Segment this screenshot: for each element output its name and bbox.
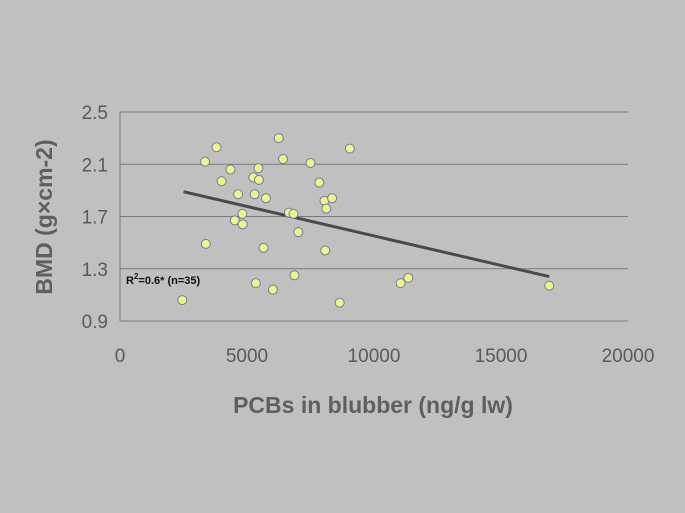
data-point <box>229 215 240 226</box>
data-point <box>233 189 244 200</box>
data-point <box>177 295 188 306</box>
data-point <box>250 278 261 289</box>
x-tick-label: 10000 <box>348 346 401 367</box>
data-point <box>395 278 406 289</box>
y-tick-label: 1.3 <box>82 260 108 281</box>
data-point <box>344 143 355 154</box>
axes <box>119 112 628 322</box>
data-points <box>177 133 555 308</box>
data-point <box>237 219 248 230</box>
data-point <box>327 193 338 204</box>
y-axis-title: BMD (g×cm-2) <box>31 139 57 294</box>
r-squared-annotation: R2=0.6* (n=35) <box>126 272 201 287</box>
data-point <box>305 157 316 168</box>
data-point <box>403 272 414 283</box>
trendline <box>183 190 550 279</box>
x-axis-title: PCBs in blubber (ng/g lw) <box>233 392 513 418</box>
data-point <box>320 245 331 256</box>
data-point <box>334 297 345 308</box>
data-point <box>249 189 260 200</box>
data-point <box>258 242 269 253</box>
data-point <box>314 177 325 188</box>
data-point <box>216 176 227 187</box>
data-point <box>293 227 304 238</box>
data-point <box>273 133 284 144</box>
data-point <box>211 142 222 153</box>
data-point <box>261 193 272 204</box>
y-tick-label: 0.9 <box>82 312 108 333</box>
y-tick-label: 1.7 <box>82 208 108 229</box>
data-point <box>278 154 289 165</box>
data-point <box>253 163 264 174</box>
data-point <box>225 164 236 175</box>
data-point <box>267 284 278 295</box>
x-tick-label: 15000 <box>475 346 528 367</box>
x-tick-label: 20000 <box>602 346 655 367</box>
trendline-group <box>183 190 550 279</box>
data-point <box>237 208 248 219</box>
x-tick-label: 5000 <box>226 346 268 367</box>
data-point <box>321 203 332 214</box>
tick-labels: 0.9 1.3 1.7 2.1 2.5 0 5000 10000 15000 20000 <box>82 103 655 367</box>
data-point <box>253 174 264 185</box>
data-point <box>544 280 555 291</box>
gridlines <box>120 111 628 270</box>
data-point <box>200 238 211 249</box>
data-point <box>289 270 300 281</box>
y-tick-label: 2.1 <box>82 155 108 176</box>
data-point <box>288 208 299 219</box>
x-tick-label: 0 <box>115 346 126 367</box>
y-tick-label: 2.5 <box>82 103 108 124</box>
data-point <box>200 156 211 167</box>
